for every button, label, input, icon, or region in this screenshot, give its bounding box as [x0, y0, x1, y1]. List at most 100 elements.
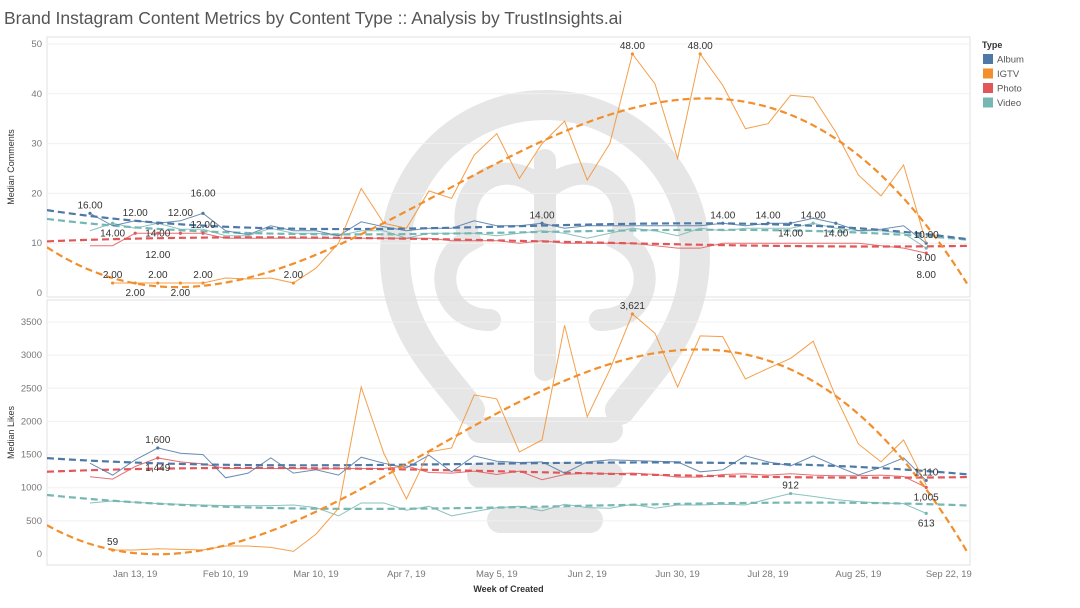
data-label-album: 14.00: [778, 228, 803, 239]
data-label-igtv: 48.00: [688, 41, 713, 52]
y-axis-title: Median Comments: [6, 129, 16, 205]
data-point-igtv: [156, 281, 160, 285]
data-label-video: 14.00: [100, 228, 125, 239]
legend-item-igtv: IGTV: [983, 68, 1020, 80]
data-point-igtv: [630, 52, 635, 56]
data-point-igtv: [178, 281, 182, 285]
data-label-igtv: 2.00: [193, 270, 213, 281]
y-tick-label: 0: [37, 288, 42, 299]
data-point-igtv: [630, 312, 635, 316]
y-tick-label: 2000: [21, 416, 42, 427]
data-point-album: [924, 478, 928, 483]
data-label-photo: 8.00: [916, 270, 936, 281]
data-point-album: [88, 211, 92, 215]
y-tick-label: 1000: [21, 483, 42, 494]
y-tick-label: 0: [37, 549, 42, 560]
trend-line-album: [47, 209, 968, 241]
y-tick-label: 30: [31, 139, 42, 150]
data-point-photo: [156, 231, 160, 235]
data-label-album: 14.00: [755, 210, 780, 221]
data-label-album: 14.00: [823, 228, 848, 239]
data-point-photo: [133, 231, 137, 235]
legend-label: Video: [997, 98, 1021, 109]
data-point-photo: [156, 456, 160, 460]
data-point-video: [811, 221, 815, 225]
plot-area: [47, 312, 968, 556]
data-point-igtv: [111, 281, 115, 285]
data-label-album: 14.00: [145, 228, 170, 239]
data-point-album: [924, 241, 928, 245]
data-label-album: 1,600: [145, 435, 170, 446]
x-tick-label: Aug 25, 19: [835, 569, 881, 580]
y-tick-label: 40: [31, 89, 42, 100]
trend-line-igtv: [47, 348, 968, 556]
series-line-video: [89, 222, 927, 249]
data-label-igtv: 2.00: [125, 288, 145, 299]
x-tick-label: Jun 30, 19: [655, 569, 699, 580]
data-point-igtv: [201, 281, 205, 285]
x-tick-label: May 5, 19: [476, 569, 518, 580]
data-point-album: [156, 221, 160, 225]
watermark-logo: [379, 90, 711, 533]
y-tick-label: 1500: [21, 450, 42, 461]
y-axis-title: Median Likes: [6, 405, 16, 459]
y-tick-label: 3000: [21, 350, 42, 361]
legend-item-video: Video: [983, 97, 1021, 109]
data-label-photo: 12.00: [123, 208, 148, 219]
data-point-igtv: [111, 548, 115, 552]
watermark-bulb: [379, 90, 711, 425]
data-point-video: [924, 511, 928, 515]
legend-item-album: Album: [983, 54, 1024, 66]
y-tick-label: 500: [26, 516, 42, 527]
data-label-video: 613: [918, 518, 935, 529]
data-label-photo: 12.00: [168, 208, 193, 219]
data-point-album: [156, 446, 160, 450]
plot-area: [47, 52, 968, 289]
likes-pane: 0 500 1000 1500 2000 2500 3000 3500 Median Likes…: [6, 299, 972, 594]
data-label-video: 912: [782, 481, 799, 492]
data-label-photo: 1,449: [145, 463, 170, 474]
x-tick-label: Sep 22, 19: [926, 569, 972, 580]
data-label-igtv: 48.00: [620, 41, 645, 52]
x-tick-label: Jan 13, 19: [113, 569, 157, 580]
legend-label: IGTV: [997, 69, 1020, 80]
data-point-album: [201, 211, 205, 215]
x-tick-label: Apr 7, 19: [387, 569, 426, 580]
y-tick-label: 2500: [21, 383, 42, 394]
data-label-video: 14.00: [801, 210, 826, 221]
data-label-igtv: 3,621: [620, 301, 645, 312]
y-tick-label: 20: [31, 188, 42, 199]
chart-title: Brand Instagram Content Metrics by Conte…: [4, 8, 623, 28]
data-point-igtv: [133, 281, 137, 285]
data-label-igtv: 2.00: [148, 270, 168, 281]
data-point-photo: [178, 231, 182, 235]
data-label-video: 9.00: [916, 253, 936, 264]
data-point-igtv: [291, 281, 295, 285]
data-label-igtv: 2.00: [284, 270, 304, 281]
series-line-igtv: [112, 313, 927, 552]
data-point-video: [789, 491, 793, 496]
x-tick-label: Feb 10, 19: [203, 569, 248, 580]
data-label-album: 14.00: [529, 210, 554, 221]
data-point-album: [834, 221, 838, 225]
data-point-video: [111, 221, 115, 225]
data-label-album: 14.00: [710, 210, 735, 221]
y-tick-label: 50: [31, 39, 42, 50]
comments-pane: 0 10 20 30 40 50 Median Comments 16.00 14.00 2.00…: [6, 36, 971, 299]
x-tick-label: Jul 28, 19: [747, 569, 788, 580]
y-tick-label: 3500: [21, 317, 42, 328]
data-label-igtv: 2.00: [103, 270, 123, 281]
data-label-igtv: 2.00: [171, 288, 191, 299]
series-line-video: [89, 493, 927, 517]
legend-swatch: [983, 97, 993, 108]
x-tick-label: Jun 2, 19: [568, 569, 607, 580]
data-label-album: 1,110: [914, 467, 939, 478]
y-tick-label: 10: [31, 238, 42, 249]
legend-label: Photo: [997, 84, 1022, 95]
plot-border: [46, 36, 971, 298]
legend-item-photo: Photo: [983, 83, 1022, 95]
data-label-photo: 12.00: [190, 220, 215, 231]
legend-title: Type: [982, 40, 1002, 50]
watermark-base: [467, 417, 623, 533]
